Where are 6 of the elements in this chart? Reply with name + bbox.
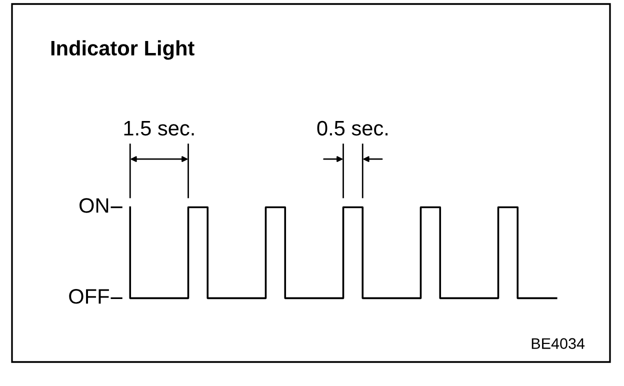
text: BE4034: [532, 338, 585, 349]
text: ON: [80, 198, 108, 213]
text: OFF: [69, 289, 109, 304]
text: 0.5 sec.: [317, 120, 388, 136]
chart-title: Indicator Light: [51, 40, 194, 60]
text: 1.5 sec.: [124, 121, 194, 136]
